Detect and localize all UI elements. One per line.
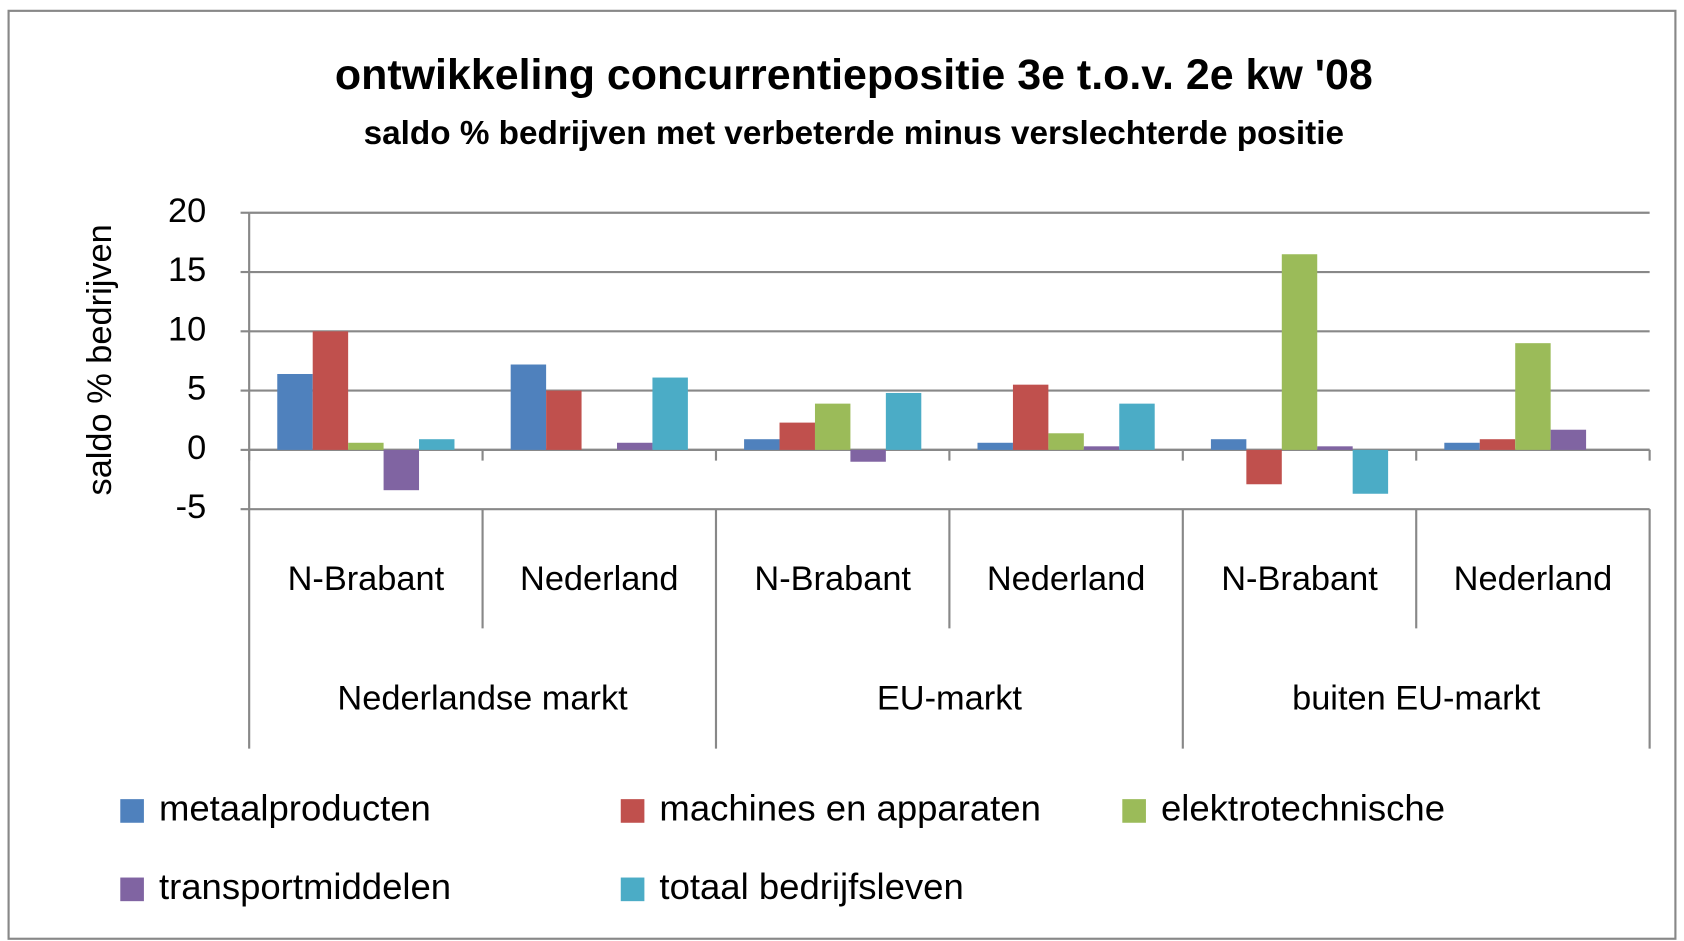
- bar: [312, 331, 349, 450]
- group-label: EU-markt: [877, 679, 1023, 717]
- x-tick-label: N-Brabant: [288, 560, 445, 598]
- bar: [779, 422, 815, 450]
- x-tick-label: Nederland: [520, 560, 679, 598]
- bar: [850, 449, 886, 462]
- chart-title: ontwikkeling concurrentiepositie 3e t.o.…: [335, 51, 1373, 99]
- bar: [1515, 343, 1551, 450]
- x-tick-label: Nederland: [1454, 560, 1613, 598]
- chart-subtitle: saldo % bedrijven met verbeterde minus v…: [364, 115, 1344, 152]
- bar: [348, 442, 384, 450]
- y-tick-label: 15: [168, 251, 206, 289]
- bar: [1119, 403, 1155, 450]
- x-tick-label: N-Brabant: [754, 560, 911, 598]
- bar: [277, 373, 313, 450]
- bar: [1317, 446, 1353, 450]
- bar: [1048, 433, 1084, 450]
- legend-swatch: [120, 877, 144, 902]
- bar: [510, 364, 547, 450]
- bar: [419, 439, 455, 450]
- y-tick-label: -5: [176, 488, 207, 526]
- group-label: buiten EU-markt: [1292, 679, 1541, 717]
- y-axis-label: saldo % bedrijven: [81, 224, 119, 495]
- bar: [383, 449, 420, 491]
- legend-swatch: [620, 799, 645, 823]
- bar: [1012, 384, 1049, 450]
- x-tick-label: N-Brabant: [1221, 560, 1378, 598]
- bar: [977, 442, 1013, 450]
- bar: [814, 403, 851, 450]
- group-label: Nederlandse markt: [337, 679, 628, 717]
- bar: [1083, 446, 1120, 450]
- legend-label: machines en apparaten: [659, 788, 1040, 829]
- bar: [652, 377, 688, 450]
- bar: [744, 439, 780, 450]
- bar: [1444, 442, 1480, 450]
- bar: [1479, 439, 1516, 450]
- bar: [1550, 429, 1587, 450]
- legend-label: transportmiddelen: [159, 866, 451, 907]
- legend-label: totaal bedrijfsleven: [659, 866, 963, 907]
- x-tick-label: Nederland: [987, 560, 1146, 598]
- bar: [885, 392, 922, 450]
- bar: [1210, 439, 1247, 450]
- bar: [1246, 449, 1282, 485]
- y-tick-label: 20: [168, 192, 206, 230]
- legend-swatch: [120, 799, 144, 823]
- legend-label: elektrotechnische: [1161, 788, 1445, 829]
- y-tick-label: 0: [187, 429, 206, 467]
- chart-border: [7, 9, 1677, 940]
- bar: [1281, 254, 1318, 450]
- y-tick-label: 10: [168, 310, 206, 348]
- bar: [1352, 449, 1389, 494]
- bar: [546, 390, 582, 450]
- bar: [617, 442, 653, 450]
- legend-swatch: [1122, 799, 1146, 823]
- y-tick-label: 5: [187, 370, 206, 408]
- legend-label: metaalproducten: [159, 788, 431, 829]
- legend-swatch: [620, 877, 645, 902]
